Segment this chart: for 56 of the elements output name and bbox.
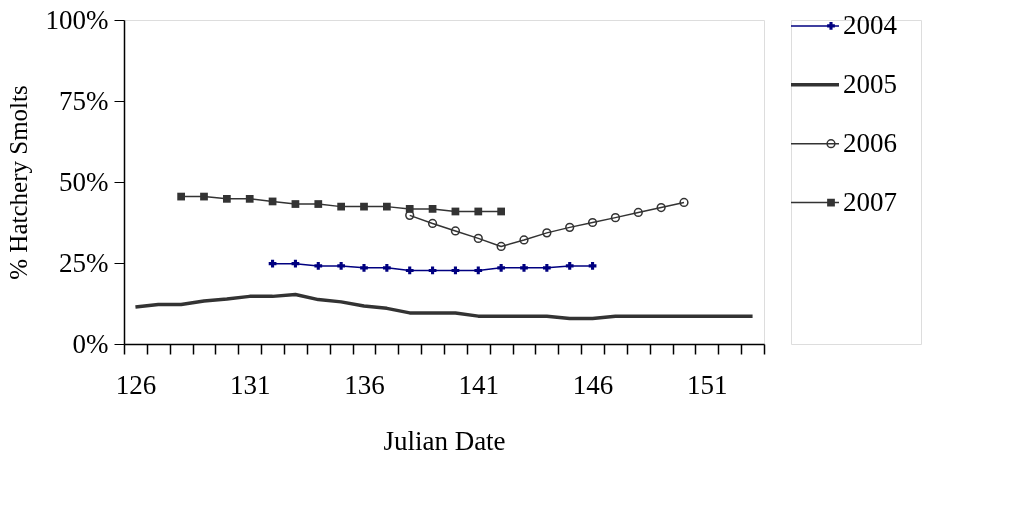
point	[314, 262, 323, 270]
point	[245, 194, 254, 203]
x-tick-label: 141	[458, 369, 500, 400]
point	[542, 228, 552, 238]
point	[497, 207, 506, 216]
point	[382, 202, 391, 211]
legend-label: 2007	[843, 186, 897, 217]
point	[587, 217, 598, 228]
legend-label: 2005	[843, 68, 897, 99]
point	[496, 241, 506, 252]
point	[200, 192, 208, 201]
point	[473, 233, 483, 243]
point	[519, 235, 529, 245]
point	[450, 226, 461, 236]
y-tick-label: 25%	[59, 247, 109, 278]
x-tick-label: 151	[687, 369, 728, 400]
x-axis-title: Julian Date	[383, 425, 506, 456]
y-tick-label: 100%	[45, 4, 109, 35]
y-axis-title: % Hatchery Smolts	[4, 85, 32, 280]
point	[268, 259, 277, 268]
legend-label: 2006	[843, 127, 897, 158]
point	[291, 259, 300, 268]
point	[405, 266, 414, 275]
point	[337, 262, 346, 270]
point	[520, 263, 528, 272]
point	[542, 263, 551, 272]
point	[360, 263, 368, 272]
point	[405, 205, 414, 213]
point	[679, 197, 689, 208]
point	[427, 218, 438, 229]
legend-label: 2004	[843, 9, 898, 40]
point	[565, 222, 575, 232]
point	[474, 207, 483, 216]
x-tick-label: 126	[115, 369, 157, 400]
line-series	[133, 292, 755, 321]
point	[428, 205, 437, 213]
point	[633, 207, 643, 218]
x-tick-label: 136	[344, 369, 385, 400]
point	[222, 194, 231, 203]
point	[497, 263, 506, 272]
point	[474, 266, 483, 275]
x-tick-label: 146	[572, 369, 614, 400]
x-tick-label: 131	[229, 369, 271, 400]
point	[610, 213, 621, 223]
point	[565, 262, 574, 270]
point	[337, 202, 346, 211]
y-tick-label: 0%	[72, 328, 109, 359]
point	[360, 202, 368, 211]
y-tick-label: 75%	[59, 85, 109, 116]
point	[656, 202, 666, 213]
point	[314, 200, 323, 208]
point	[382, 263, 391, 272]
point	[291, 200, 300, 208]
point	[177, 192, 186, 201]
y-tick-label: 50%	[59, 166, 109, 197]
point	[588, 262, 597, 270]
